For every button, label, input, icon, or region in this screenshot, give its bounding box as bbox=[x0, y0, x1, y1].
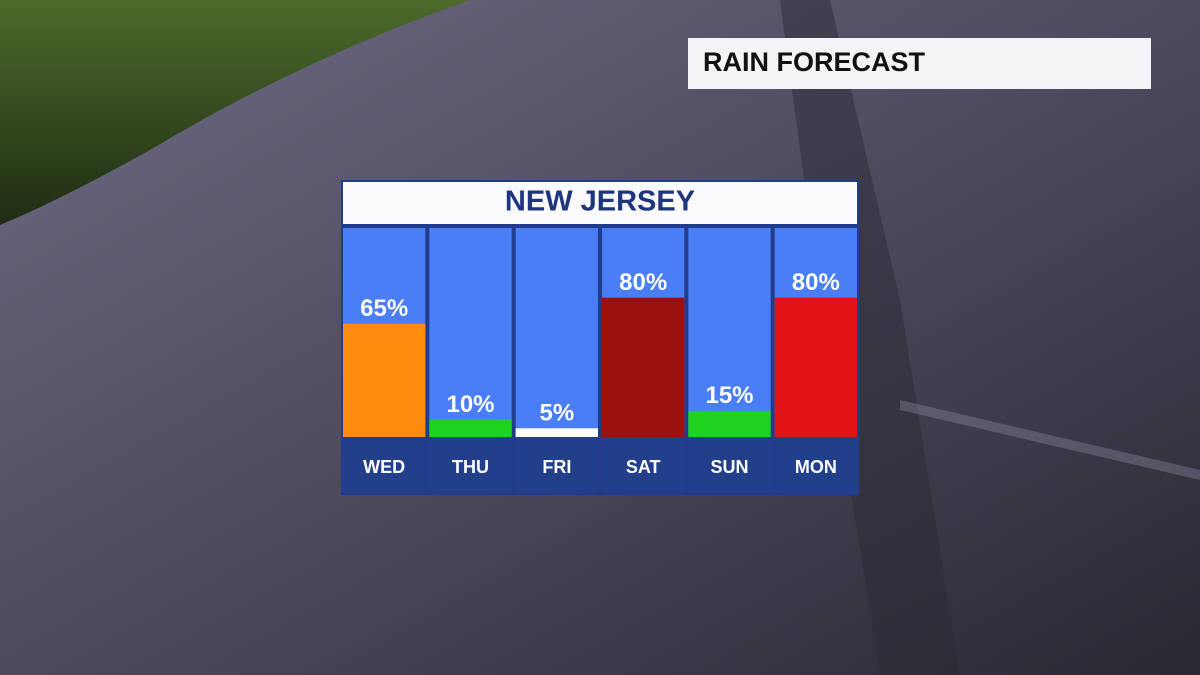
label-band bbox=[688, 437, 771, 493]
header-box bbox=[688, 38, 1151, 89]
x-tick-label: WED bbox=[363, 457, 405, 477]
x-tick-label: MON bbox=[795, 457, 837, 477]
x-tick-label: FRI bbox=[542, 457, 571, 477]
x-tick-label: THU bbox=[452, 457, 489, 477]
x-tick-label: SUN bbox=[710, 457, 748, 477]
bar bbox=[688, 410, 771, 437]
x-tick-label: SAT bbox=[626, 457, 661, 477]
bar bbox=[774, 297, 857, 437]
column bbox=[515, 228, 598, 437]
value-label: 15% bbox=[705, 382, 753, 409]
bar bbox=[515, 428, 598, 437]
column bbox=[429, 228, 512, 437]
value-label: 65% bbox=[360, 295, 408, 322]
chart-title-box bbox=[343, 182, 857, 224]
plot: 65% WED 10% THU 5% FRI 80% SAT 15% SUN 80% MON bbox=[343, 228, 857, 493]
value-label: 10% bbox=[446, 391, 494, 418]
grass bbox=[0, 0, 470, 225]
label-band bbox=[774, 437, 857, 493]
label-band bbox=[343, 437, 426, 493]
curb bbox=[900, 400, 1200, 480]
bar bbox=[429, 419, 512, 437]
bar bbox=[602, 297, 685, 437]
label-band bbox=[429, 437, 512, 493]
label-band bbox=[602, 437, 685, 493]
reflection bbox=[780, 0, 960, 675]
label-band bbox=[515, 437, 598, 493]
value-label: 80% bbox=[792, 269, 840, 296]
chart-title: NEW JERSEY bbox=[505, 186, 695, 218]
value-label: 80% bbox=[619, 269, 667, 296]
header-title: RAIN FORECAST bbox=[703, 47, 926, 77]
bar bbox=[343, 323, 426, 437]
chart-panel bbox=[341, 180, 859, 495]
value-label: 5% bbox=[539, 400, 574, 427]
column bbox=[688, 228, 771, 437]
